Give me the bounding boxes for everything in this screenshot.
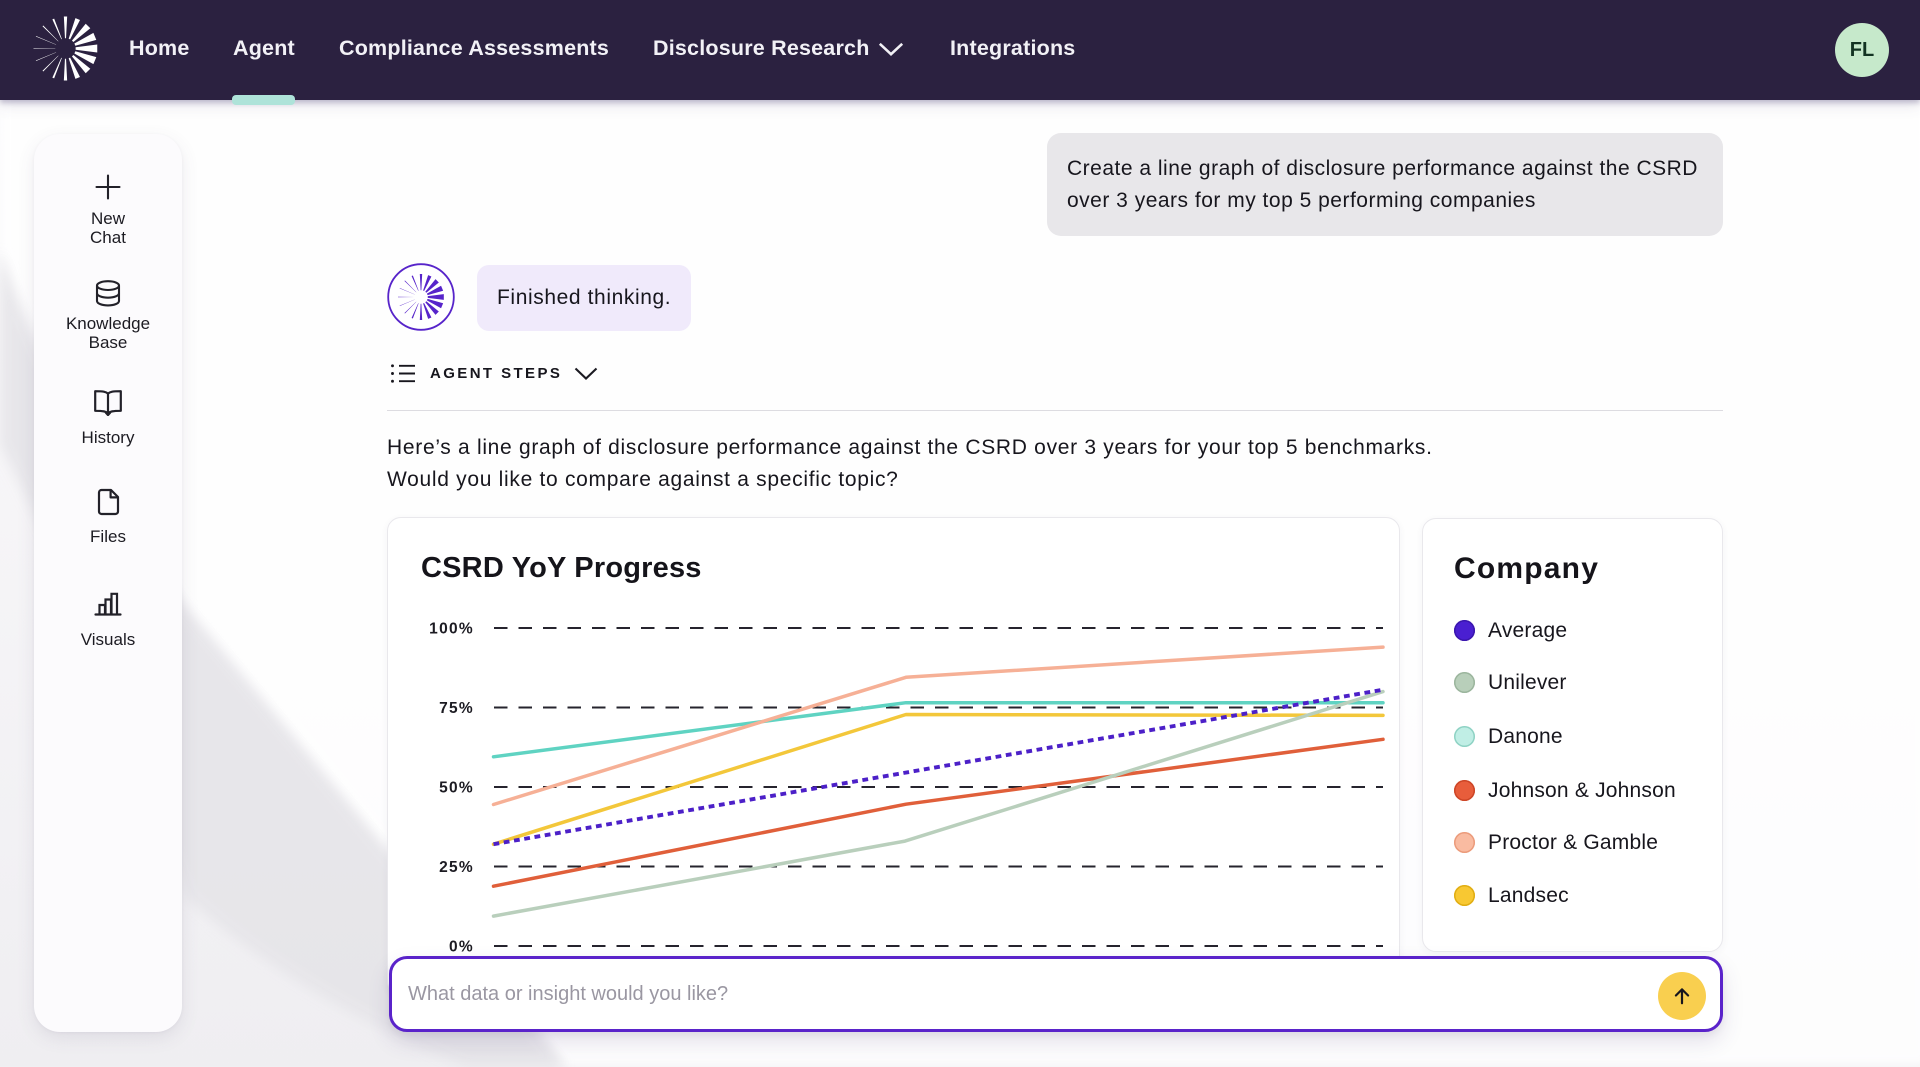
svg-text:0%: 0% — [449, 939, 474, 956]
svg-text:50%: 50% — [439, 780, 474, 797]
svg-text:100%: 100% — [429, 621, 474, 638]
svg-text:75%: 75% — [439, 700, 474, 717]
svg-text:25%: 25% — [439, 859, 474, 876]
